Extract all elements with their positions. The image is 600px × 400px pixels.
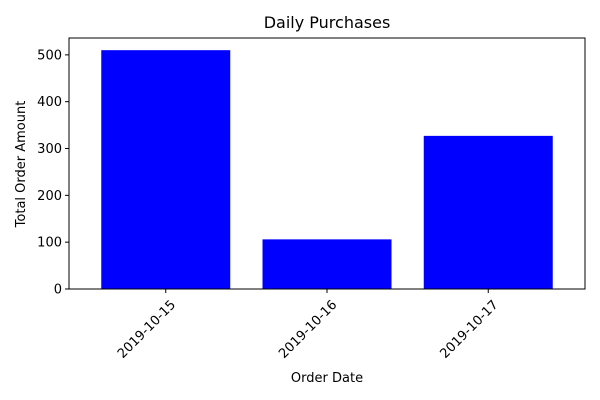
plot-frame [68,37,586,290]
x-tick-label: 2019-10-17 [437,298,501,362]
y-axis-label: Total Order Amount [14,101,29,229]
y-tick-label: 0 [54,283,62,298]
chart-title: Daily Purchases [264,13,391,32]
y-tick-label: 200 [37,189,62,204]
y-tick-label: 500 [37,48,62,63]
x-axis: 2019-10-15 2019-10-16 2019-10-17 [115,289,502,362]
x-axis-label: Order Date [291,371,363,386]
x-tick-label: 2019-10-15 [115,298,179,362]
y-tick-label: 400 [37,95,62,110]
bars-group [101,50,553,290]
y-tick-label: 300 [37,142,62,157]
x-tick-label: 2019-10-16 [276,298,340,362]
y-axis: 0 100 200 300 400 500 [37,48,69,298]
y-tick-label: 100 [37,236,62,251]
bar-2019-10-17 [423,135,553,289]
bar-2019-10-16 [262,239,392,289]
bar-2019-10-15 [101,50,231,290]
